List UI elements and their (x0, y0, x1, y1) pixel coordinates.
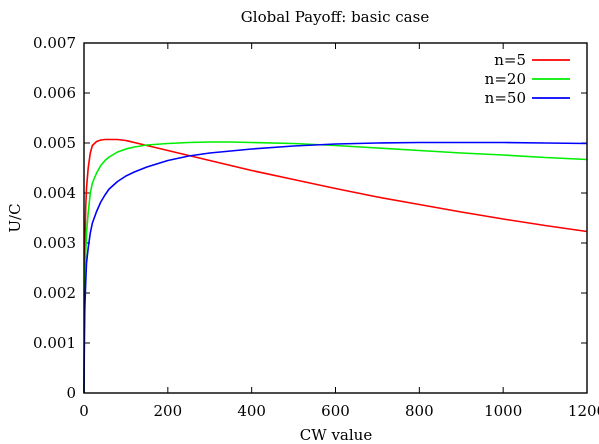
legend-label: n=5 (494, 51, 526, 69)
legend: n=5n=20n=50 (485, 51, 570, 107)
y-tick-label: 0.001 (33, 334, 76, 352)
y-tick-label: 0.007 (33, 34, 76, 52)
series-line-n20 (84, 142, 587, 393)
y-tick-label: 0 (66, 384, 76, 402)
series-line-n50 (84, 143, 587, 394)
y-axis-label: U/C (6, 203, 24, 232)
y-tick-label: 0.002 (33, 284, 76, 302)
y-tick-label: 0.006 (33, 84, 76, 102)
legend-label: n=20 (485, 70, 526, 88)
x-tick-label: 600 (321, 402, 350, 420)
x-tick-label: 400 (237, 402, 266, 420)
x-axis-label: CW value (300, 426, 373, 444)
x-tick-label: 0 (79, 402, 89, 420)
series-line-n5 (84, 140, 587, 394)
x-tick-label: 800 (405, 402, 434, 420)
y-tick-label: 0.005 (33, 134, 76, 152)
x-tick-label: 200 (154, 402, 183, 420)
y-tick-label: 0.003 (33, 234, 76, 252)
chart-title: Global Payoff: basic case (241, 8, 430, 26)
x-tick-label: 1000 (484, 402, 522, 420)
legend-label: n=50 (485, 89, 526, 107)
y-tick-label: 0.004 (33, 184, 76, 202)
